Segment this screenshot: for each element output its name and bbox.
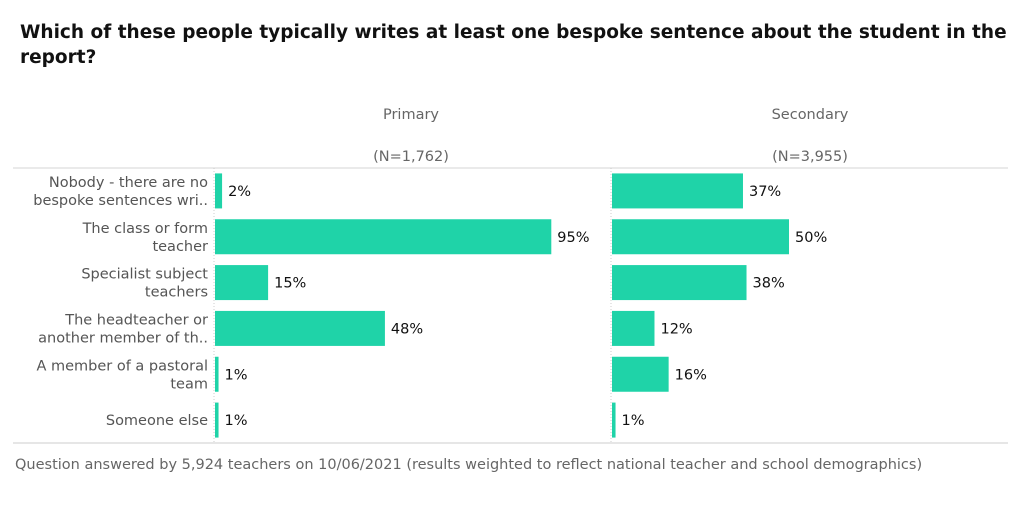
bar-value-label: 1% — [225, 367, 248, 383]
panel-title-secondary: Secondary — [772, 107, 849, 123]
category-label: The class or form teacher — [82, 221, 208, 255]
bar — [612, 310, 655, 346]
bar-value-label: 2% — [228, 184, 251, 200]
category-label: Specialist subject teachers — [81, 267, 208, 301]
bar — [215, 356, 219, 392]
bar — [215, 265, 269, 301]
category-label: A member of a pastoral team — [36, 358, 208, 392]
bar-value-label: 37% — [749, 184, 781, 200]
bar — [215, 173, 223, 209]
bar — [612, 219, 789, 255]
category-label: Someone else — [106, 413, 208, 429]
bar-value-label: 12% — [660, 321, 692, 337]
panel-n-label: (N=3,955) — [772, 149, 848, 165]
bar — [215, 219, 552, 255]
bar-value-label: 38% — [753, 276, 785, 292]
bar-value-label: 1% — [622, 413, 645, 429]
bar — [612, 265, 747, 301]
panel-n-label: (N=1,762) — [373, 149, 449, 165]
bar — [612, 402, 616, 438]
bar — [612, 356, 669, 392]
category-label: Nobody - there are no bespoke sentences w… — [33, 175, 208, 209]
bar-value-label: 1% — [225, 413, 248, 429]
bar-value-label: 16% — [675, 367, 707, 383]
bar-value-label: 15% — [274, 276, 306, 292]
panel-title-primary: Primary — [383, 107, 439, 123]
bar — [215, 310, 385, 346]
bar-value-label: 48% — [391, 321, 423, 337]
category-label: The headteacher or another member of th.. — [38, 312, 208, 346]
bar-value-label: 50% — [795, 230, 827, 246]
bar-value-label: 95% — [557, 230, 589, 246]
bar — [612, 173, 743, 209]
chart-title: Which of these people typically writes a… — [20, 22, 1007, 68]
chart-footer: Question answered by 5,924 teachers on 1… — [15, 457, 923, 473]
bar — [215, 402, 219, 438]
